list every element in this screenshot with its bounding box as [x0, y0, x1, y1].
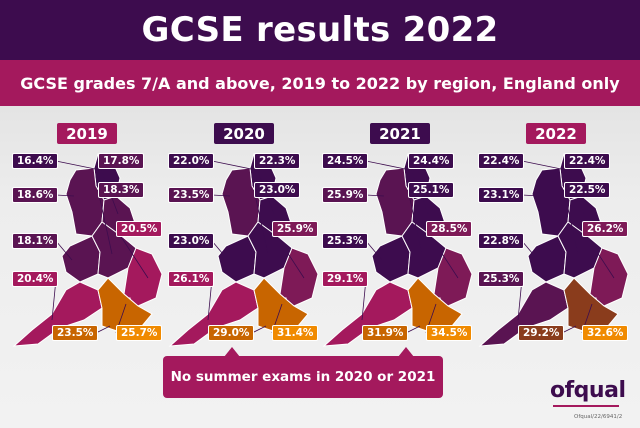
leader-line-south-east-2020	[251, 325, 267, 334]
leader-line-north-east-2022	[521, 160, 567, 171]
leader-line-north-east-2021	[365, 160, 411, 171]
value-label-london-2020: 31.4%	[272, 325, 319, 341]
value-label-north-west-2021: 25.9%	[322, 187, 369, 203]
value-label-east-of-england-2022: 26.2%	[582, 221, 629, 237]
value-label-south-west-2021: 29.1%	[322, 271, 369, 287]
year-badge-2020: 2020	[214, 123, 274, 144]
value-label-yorkshire-2022: 22.4%	[564, 153, 611, 169]
page-title: GCSE results 2022	[0, 0, 640, 60]
leader-line-west-midlands-2020	[211, 240, 229, 261]
value-label-yorkshire-2019: 17.8%	[98, 153, 145, 169]
leader-line-north-west-2021	[365, 194, 385, 197]
note-pointer-2021	[398, 347, 414, 357]
ofqual-logo: ofqual	[550, 378, 626, 403]
leader-line-west-midlands-2019	[55, 240, 73, 261]
leader-line-north-east-2019	[55, 160, 101, 171]
value-label-south-east-2020: 29.0%	[208, 325, 255, 341]
value-label-north-east-2019: 16.4%	[12, 153, 59, 169]
leader-line-east-midlands-2020	[253, 189, 269, 255]
leader-line-north-west-2022	[521, 194, 541, 197]
value-label-north-west-2019: 18.6%	[12, 187, 59, 203]
region-west-midlands-2022	[527, 235, 567, 283]
map-2020	[168, 153, 319, 347]
value-label-london-2021: 34.5%	[426, 325, 473, 341]
value-label-north-east-2021: 24.5%	[322, 153, 369, 169]
reference-code: Ofqual/22/6941/2	[574, 414, 623, 420]
leader-line-east-midlands-2019	[97, 189, 113, 255]
leader-line-west-midlands-2022	[521, 240, 539, 261]
value-label-east-of-england-2019: 20.5%	[116, 221, 163, 237]
value-label-east-of-england-2020: 25.9%	[272, 221, 319, 237]
leader-line-east-midlands-2022	[563, 189, 579, 255]
chart-subtitle: GCSE grades 7/A and above, 2019 to 2022 …	[0, 60, 640, 106]
map-2019	[12, 153, 163, 347]
value-label-south-east-2021: 31.9%	[362, 325, 409, 341]
value-label-west-midlands-2020: 23.0%	[168, 233, 215, 249]
england-region-maps	[12, 153, 629, 347]
value-label-london-2019: 25.7%	[116, 325, 163, 341]
value-label-east-midlands-2021: 25.1%	[408, 182, 455, 198]
value-label-east-of-england-2021: 28.5%	[426, 221, 473, 237]
region-south-east-2019	[97, 277, 153, 333]
value-label-south-east-2019: 23.5%	[52, 325, 99, 341]
region-south-east-2022	[563, 277, 619, 333]
leader-line-east-midlands-2021	[407, 189, 423, 255]
leader-line-east-of-england-2022	[581, 228, 615, 279]
value-label-west-midlands-2019: 18.1%	[12, 233, 59, 249]
region-west-midlands-2019	[61, 235, 101, 283]
logo-underline	[553, 405, 619, 407]
leader-line-east-of-england-2021	[425, 228, 459, 279]
leader-line-south-east-2022	[561, 325, 577, 334]
year-badge-2019: 2019	[57, 123, 117, 144]
region-west-midlands-2020	[217, 235, 257, 283]
leader-line-east-of-england-2020	[271, 228, 305, 279]
value-label-north-east-2020: 22.0%	[168, 153, 215, 169]
region-south-east-2020	[253, 277, 309, 333]
value-label-south-west-2019: 20.4%	[12, 271, 59, 287]
leader-line-north-west-2020	[211, 194, 231, 197]
year-badge-2021: 2021	[370, 123, 430, 144]
value-label-north-east-2022: 22.4%	[478, 153, 525, 169]
value-label-south-west-2020: 26.1%	[168, 271, 215, 287]
value-label-north-west-2022: 23.1%	[478, 187, 525, 203]
leader-line-north-west-2019	[55, 194, 75, 197]
note-pointer-2020	[224, 347, 240, 357]
value-label-east-midlands-2019: 18.3%	[98, 182, 145, 198]
value-label-south-west-2022: 25.3%	[478, 271, 525, 287]
year-badge-2022: 2022	[526, 123, 586, 144]
leader-line-south-east-2019	[95, 325, 111, 334]
leader-line-west-midlands-2021	[365, 240, 383, 261]
value-label-west-midlands-2021: 25.3%	[322, 233, 369, 249]
value-label-west-midlands-2022: 22.8%	[478, 233, 525, 249]
no-exams-note: No summer exams in 2020 or 2021	[163, 356, 443, 398]
leader-line-north-east-2020	[211, 160, 257, 171]
value-label-south-east-2022: 29.2%	[518, 325, 565, 341]
value-label-east-midlands-2020: 23.0%	[254, 182, 301, 198]
value-label-london-2022: 32.6%	[582, 325, 629, 341]
value-label-north-west-2020: 23.5%	[168, 187, 215, 203]
value-label-yorkshire-2020: 22.3%	[254, 153, 301, 169]
value-label-east-midlands-2022: 22.5%	[564, 182, 611, 198]
region-south-east-2021	[407, 277, 463, 333]
value-label-yorkshire-2021: 24.4%	[408, 153, 455, 169]
region-west-midlands-2021	[371, 235, 411, 283]
leader-line-east-of-england-2019	[115, 228, 149, 279]
leader-line-south-east-2021	[405, 325, 421, 334]
